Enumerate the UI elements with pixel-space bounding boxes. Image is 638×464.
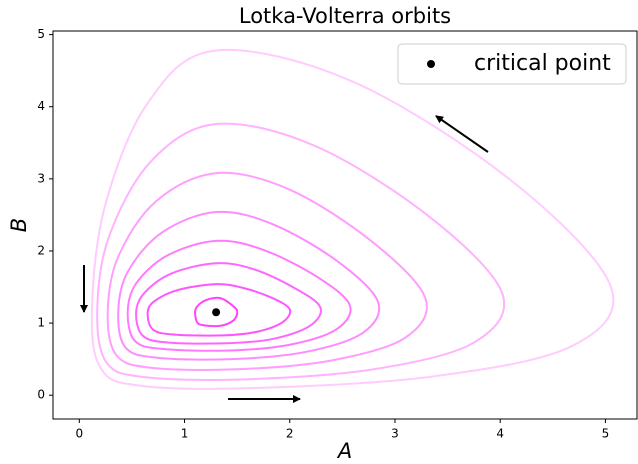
- orbit-line: [90, 48, 615, 390]
- x-tick-label: 4: [496, 427, 504, 441]
- orbit-line: [126, 239, 352, 352]
- orbit-line: [96, 122, 506, 381]
- flow-arrow: [435, 115, 489, 153]
- x-axis-label: A: [336, 439, 352, 463]
- orbit-line: [135, 262, 322, 345]
- orbit-line: [146, 283, 292, 337]
- y-tick-label: 2: [37, 243, 45, 257]
- legend-box: [397, 43, 627, 85]
- critical-point: [212, 308, 221, 317]
- y-tick-label: 4: [37, 99, 45, 113]
- chart-title: Lotka-Volterra orbits: [239, 4, 451, 28]
- y-tick-label: 3: [37, 171, 45, 185]
- legend-marker: [427, 60, 435, 68]
- x-tick-label: 0: [75, 427, 83, 441]
- plot-frame: [52, 30, 638, 420]
- x-tick-label: 2: [286, 427, 294, 441]
- y-tick-label: 1: [37, 316, 45, 330]
- x-tick-label: 1: [181, 427, 189, 441]
- x-tick-label: 5: [602, 427, 610, 441]
- legend-label: critical point: [474, 51, 611, 76]
- y-tick-label: 0: [37, 388, 45, 402]
- orbit-line: [117, 210, 381, 361]
- y-tick-label: 5: [37, 27, 45, 41]
- orbit-line: [194, 296, 239, 328]
- x-tick-label: 3: [391, 427, 399, 441]
- orbit-line: [106, 171, 428, 371]
- y-axis-label: B: [7, 218, 31, 232]
